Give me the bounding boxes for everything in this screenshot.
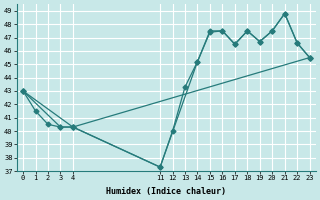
- X-axis label: Humidex (Indice chaleur): Humidex (Indice chaleur): [106, 187, 226, 196]
